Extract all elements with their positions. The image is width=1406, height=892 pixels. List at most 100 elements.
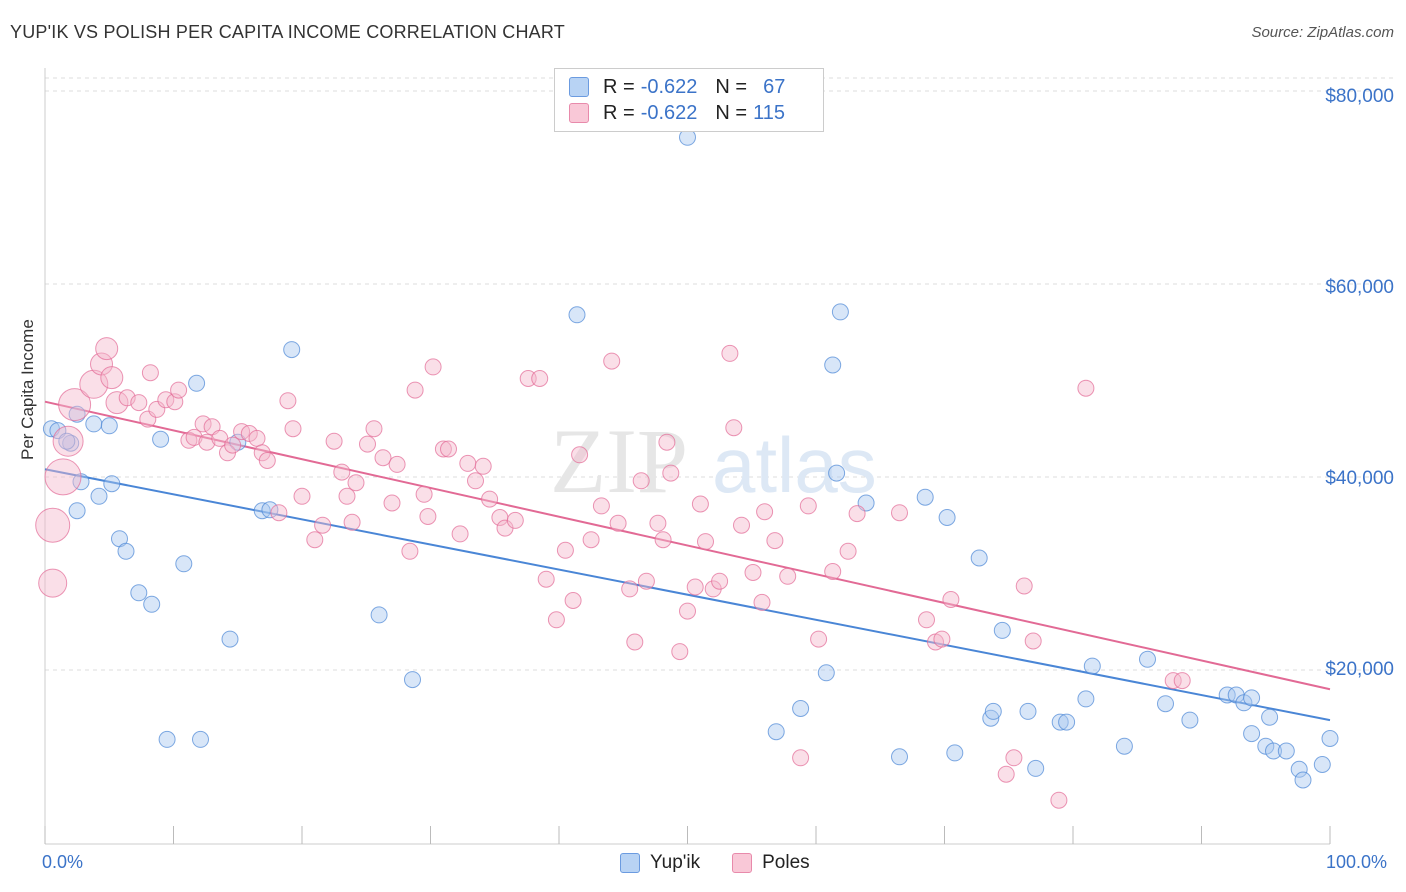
data-point-yupik bbox=[158, 730, 176, 748]
data-point-poles bbox=[691, 495, 709, 513]
data-point-yupik bbox=[817, 664, 835, 682]
data-point-poles bbox=[626, 633, 644, 651]
data-point-poles bbox=[632, 472, 650, 490]
data-point-poles bbox=[365, 420, 383, 438]
data-point-poles bbox=[38, 568, 68, 598]
data-point-yupik bbox=[229, 433, 247, 451]
data-point-yupik bbox=[1115, 737, 1133, 755]
data-point-poles bbox=[506, 511, 524, 529]
y-axis-label: Per Capita Income bbox=[18, 319, 37, 460]
data-point-poles bbox=[824, 563, 842, 580]
data-point-yupik bbox=[1243, 725, 1261, 743]
data-point-yupik bbox=[261, 501, 279, 519]
data-point-yupik bbox=[938, 509, 956, 526]
data-point-poles bbox=[424, 358, 442, 376]
data-point-yupik bbox=[568, 306, 586, 324]
data-points bbox=[35, 128, 1339, 809]
data-point-yupik bbox=[1083, 657, 1101, 675]
data-point-poles bbox=[314, 516, 332, 534]
data-point-poles bbox=[637, 572, 655, 590]
data-point-poles bbox=[621, 580, 639, 598]
bottom-legend-item-poles[interactable]: Poles bbox=[732, 852, 810, 874]
data-point-yupik bbox=[90, 487, 108, 505]
data-point-poles bbox=[733, 516, 750, 534]
watermark-atlas: atlas bbox=[712, 421, 877, 509]
bottom-legend-swatch-yupik bbox=[620, 853, 640, 873]
data-point-poles bbox=[582, 531, 600, 549]
data-point-yupik bbox=[1265, 742, 1282, 760]
data-point-yupik bbox=[946, 744, 964, 762]
legend-r-value: -0.622 bbox=[640, 75, 698, 98]
bottom-legend-item-yupik[interactable]: Yup'ik bbox=[620, 852, 700, 874]
data-point-yupik bbox=[221, 630, 239, 648]
data-point-poles bbox=[284, 420, 302, 438]
data-point-poles bbox=[141, 364, 159, 382]
data-point-poles bbox=[671, 643, 689, 661]
legend-row-poles: R = -0.622 N = 115 bbox=[569, 101, 785, 125]
data-point-poles bbox=[799, 497, 817, 515]
data-point-poles bbox=[388, 455, 406, 473]
data-point-poles bbox=[293, 487, 311, 505]
data-point-poles bbox=[537, 570, 555, 588]
data-point-yupik bbox=[828, 464, 846, 482]
legend-n-label: N = bbox=[715, 75, 748, 98]
data-point-yupik bbox=[85, 415, 103, 433]
bottom-legend-label-poles: Poles bbox=[762, 852, 810, 873]
data-point-yupik bbox=[984, 702, 1002, 720]
data-point-poles bbox=[224, 436, 242, 454]
data-point-yupik bbox=[1290, 760, 1308, 778]
data-point-poles bbox=[571, 446, 589, 464]
data-point-poles bbox=[481, 490, 499, 508]
axes bbox=[44, 68, 1331, 845]
data-point-yupik bbox=[1139, 650, 1156, 668]
data-point-yupik bbox=[1294, 771, 1312, 789]
data-point-poles bbox=[686, 578, 704, 596]
data-point-yupik bbox=[68, 502, 86, 520]
data-point-poles bbox=[185, 428, 203, 446]
data-point-poles bbox=[1015, 577, 1033, 595]
data-point-poles bbox=[440, 440, 457, 458]
legend-n-value: 115 bbox=[753, 101, 785, 124]
data-point-poles bbox=[325, 432, 343, 450]
data-point-poles bbox=[711, 572, 729, 590]
data-point-yupik bbox=[970, 549, 988, 567]
data-point-yupik bbox=[143, 595, 161, 613]
chart-title: YUP'IK VS POLISH PER CAPITA INCOME CORRE… bbox=[10, 22, 565, 42]
data-point-yupik bbox=[1313, 756, 1331, 773]
data-point-yupik bbox=[916, 488, 934, 506]
bottom-legend-swatch-poles bbox=[732, 853, 753, 873]
data-point-poles bbox=[779, 567, 797, 585]
data-point-poles bbox=[662, 464, 680, 482]
data-point-poles bbox=[1024, 632, 1042, 650]
data-point-yupik bbox=[792, 700, 810, 717]
data-point-yupik bbox=[824, 356, 842, 374]
data-point-poles bbox=[415, 485, 433, 503]
bottom-legend: Yup'ik Poles bbox=[620, 852, 842, 874]
data-point-poles bbox=[279, 392, 297, 410]
y-tick-label-80000: $80,000 bbox=[1325, 86, 1394, 107]
data-point-yupik bbox=[1058, 713, 1076, 731]
data-point-yupik bbox=[767, 723, 785, 741]
trend-line-yupik bbox=[44, 468, 1331, 722]
y-tick-label-60000: $60,000 bbox=[1325, 277, 1394, 298]
data-point-poles bbox=[697, 533, 714, 551]
data-point-poles bbox=[531, 370, 549, 387]
data-point-poles bbox=[383, 494, 401, 512]
data-point-yupik bbox=[1181, 711, 1199, 729]
data-point-poles bbox=[1050, 791, 1068, 809]
data-point-yupik bbox=[103, 475, 121, 493]
data-point-poles bbox=[792, 749, 810, 767]
data-point-yupik bbox=[117, 542, 135, 560]
data-point-yupik bbox=[370, 606, 388, 624]
legend-box: R = -0.622 N = 67 R = -0.622 N = 115 bbox=[554, 68, 824, 132]
data-point-yupik bbox=[982, 709, 1000, 727]
data-point-poles bbox=[194, 415, 212, 433]
data-point-poles bbox=[810, 630, 828, 648]
data-point-poles bbox=[725, 419, 743, 437]
data-point-poles bbox=[434, 440, 452, 458]
data-point-poles bbox=[333, 463, 351, 481]
data-point-poles bbox=[1077, 379, 1095, 397]
x-tick-label-min: 0.0% bbox=[42, 852, 84, 872]
data-point-yupik bbox=[175, 555, 193, 573]
data-point-poles bbox=[270, 504, 288, 522]
